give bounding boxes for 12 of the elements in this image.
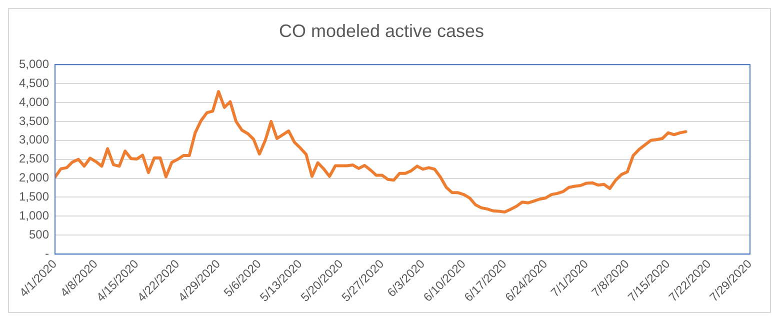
y-tick-label: 1,500 bbox=[19, 190, 50, 204]
chart-title: CO modeled active cases bbox=[278, 20, 484, 41]
y-tick-label: 3,500 bbox=[19, 114, 50, 128]
y-tick-label: 5,000 bbox=[19, 56, 50, 71]
y-tick-label: 4,500 bbox=[19, 76, 50, 90]
y-tick-label: 2,500 bbox=[19, 152, 50, 166]
y-tick-label: 3,000 bbox=[19, 132, 50, 147]
y-tick-label: 2,000 bbox=[19, 170, 50, 185]
y-tick-label: 500 bbox=[29, 227, 50, 242]
y-tick-label: 4,000 bbox=[19, 94, 50, 109]
y-tick-label: 1,000 bbox=[19, 208, 50, 222]
y-tick-label: - bbox=[45, 246, 50, 260]
